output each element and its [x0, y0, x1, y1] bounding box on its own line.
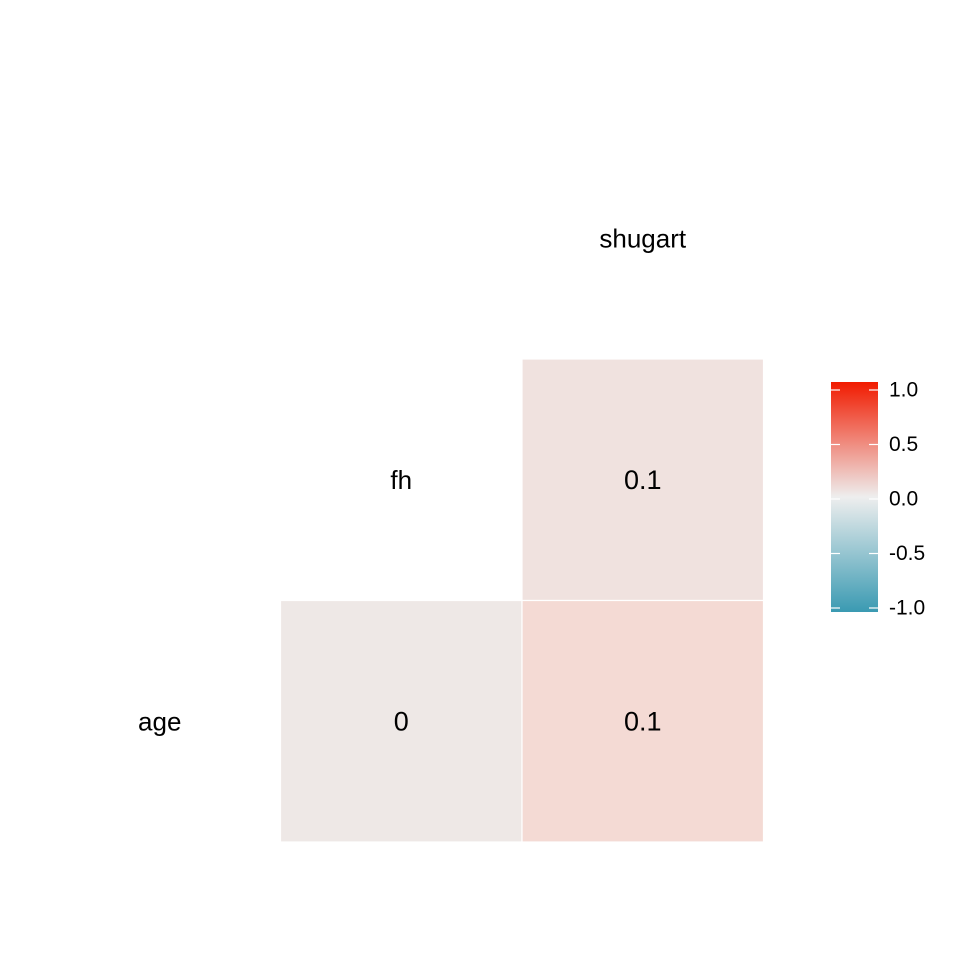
heatmap-cell-age-fh [279, 599, 523, 843]
heatmap-cell-fh-shugart [521, 358, 765, 602]
legend-label-2: 0.0 [889, 488, 918, 511]
legend-ticks [831, 389, 878, 609]
cell-value-age-fh: 0 [394, 706, 409, 736]
legend-tick-labels: 1.0 0.5 0.0 -0.5 -1.0 [889, 379, 925, 620]
variable-labels: age fh shugart [138, 223, 687, 736]
heatmap-cell-labels: 0.1 0 0.1 [394, 465, 662, 737]
cell-value-fh-shugart: 0.1 [624, 465, 662, 495]
heatmap-cells [279, 358, 765, 843]
cell-value-age-shugart: 0.1 [624, 706, 662, 736]
variable-label-age: age [138, 706, 181, 736]
heatmap-cell-age-shugart [521, 599, 765, 843]
legend-colorbar [831, 382, 878, 612]
variable-label-shugart: shugart [599, 223, 686, 253]
legend-label-0: 1.0 [889, 379, 918, 402]
legend-label-4: -1.0 [889, 597, 925, 620]
variable-label-fh: fh [390, 465, 412, 495]
color-legend: 1.0 0.5 0.0 -0.5 -1.0 [831, 379, 925, 620]
legend-label-1: 0.5 [889, 433, 918, 456]
legend-label-3: -0.5 [889, 542, 925, 565]
